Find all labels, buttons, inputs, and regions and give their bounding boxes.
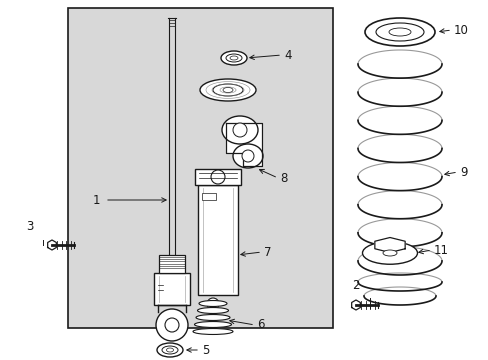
Ellipse shape	[197, 307, 228, 314]
Text: 3: 3	[26, 220, 34, 233]
Text: 7: 7	[264, 246, 271, 258]
Text: 5: 5	[202, 343, 209, 356]
Ellipse shape	[196, 315, 229, 320]
Ellipse shape	[388, 28, 410, 36]
Ellipse shape	[200, 79, 256, 101]
Ellipse shape	[364, 18, 434, 46]
Ellipse shape	[199, 301, 226, 306]
Bar	[198, 185, 238, 295]
Text: 10: 10	[453, 23, 468, 36]
Circle shape	[206, 298, 219, 310]
Text: 6: 6	[257, 319, 264, 332]
Circle shape	[232, 123, 246, 137]
Ellipse shape	[362, 242, 417, 264]
Ellipse shape	[223, 87, 232, 93]
Bar	[159, 255, 184, 273]
Ellipse shape	[166, 348, 173, 352]
Bar	[68, 8, 332, 328]
Ellipse shape	[213, 84, 243, 96]
Polygon shape	[351, 300, 360, 310]
Circle shape	[156, 309, 187, 341]
Bar	[154, 273, 190, 305]
Circle shape	[242, 150, 253, 162]
Bar	[202, 193, 216, 200]
Circle shape	[164, 318, 179, 332]
Text: 2: 2	[351, 279, 359, 292]
Ellipse shape	[225, 54, 242, 62]
Text: 8: 8	[280, 171, 287, 185]
Polygon shape	[225, 123, 262, 166]
Ellipse shape	[194, 321, 231, 328]
Ellipse shape	[232, 144, 263, 168]
Ellipse shape	[375, 23, 423, 41]
Polygon shape	[47, 240, 56, 250]
Circle shape	[210, 170, 224, 184]
Ellipse shape	[193, 329, 232, 334]
Text: 9: 9	[459, 166, 467, 179]
Text: 1: 1	[92, 194, 100, 207]
Polygon shape	[374, 238, 405, 252]
Ellipse shape	[162, 346, 178, 354]
Ellipse shape	[222, 116, 258, 144]
Ellipse shape	[221, 51, 246, 65]
Ellipse shape	[229, 56, 238, 60]
Ellipse shape	[157, 343, 183, 357]
Ellipse shape	[382, 250, 396, 256]
Bar	[195, 169, 241, 185]
Text: 11: 11	[433, 243, 448, 257]
Text: 4: 4	[284, 49, 291, 62]
